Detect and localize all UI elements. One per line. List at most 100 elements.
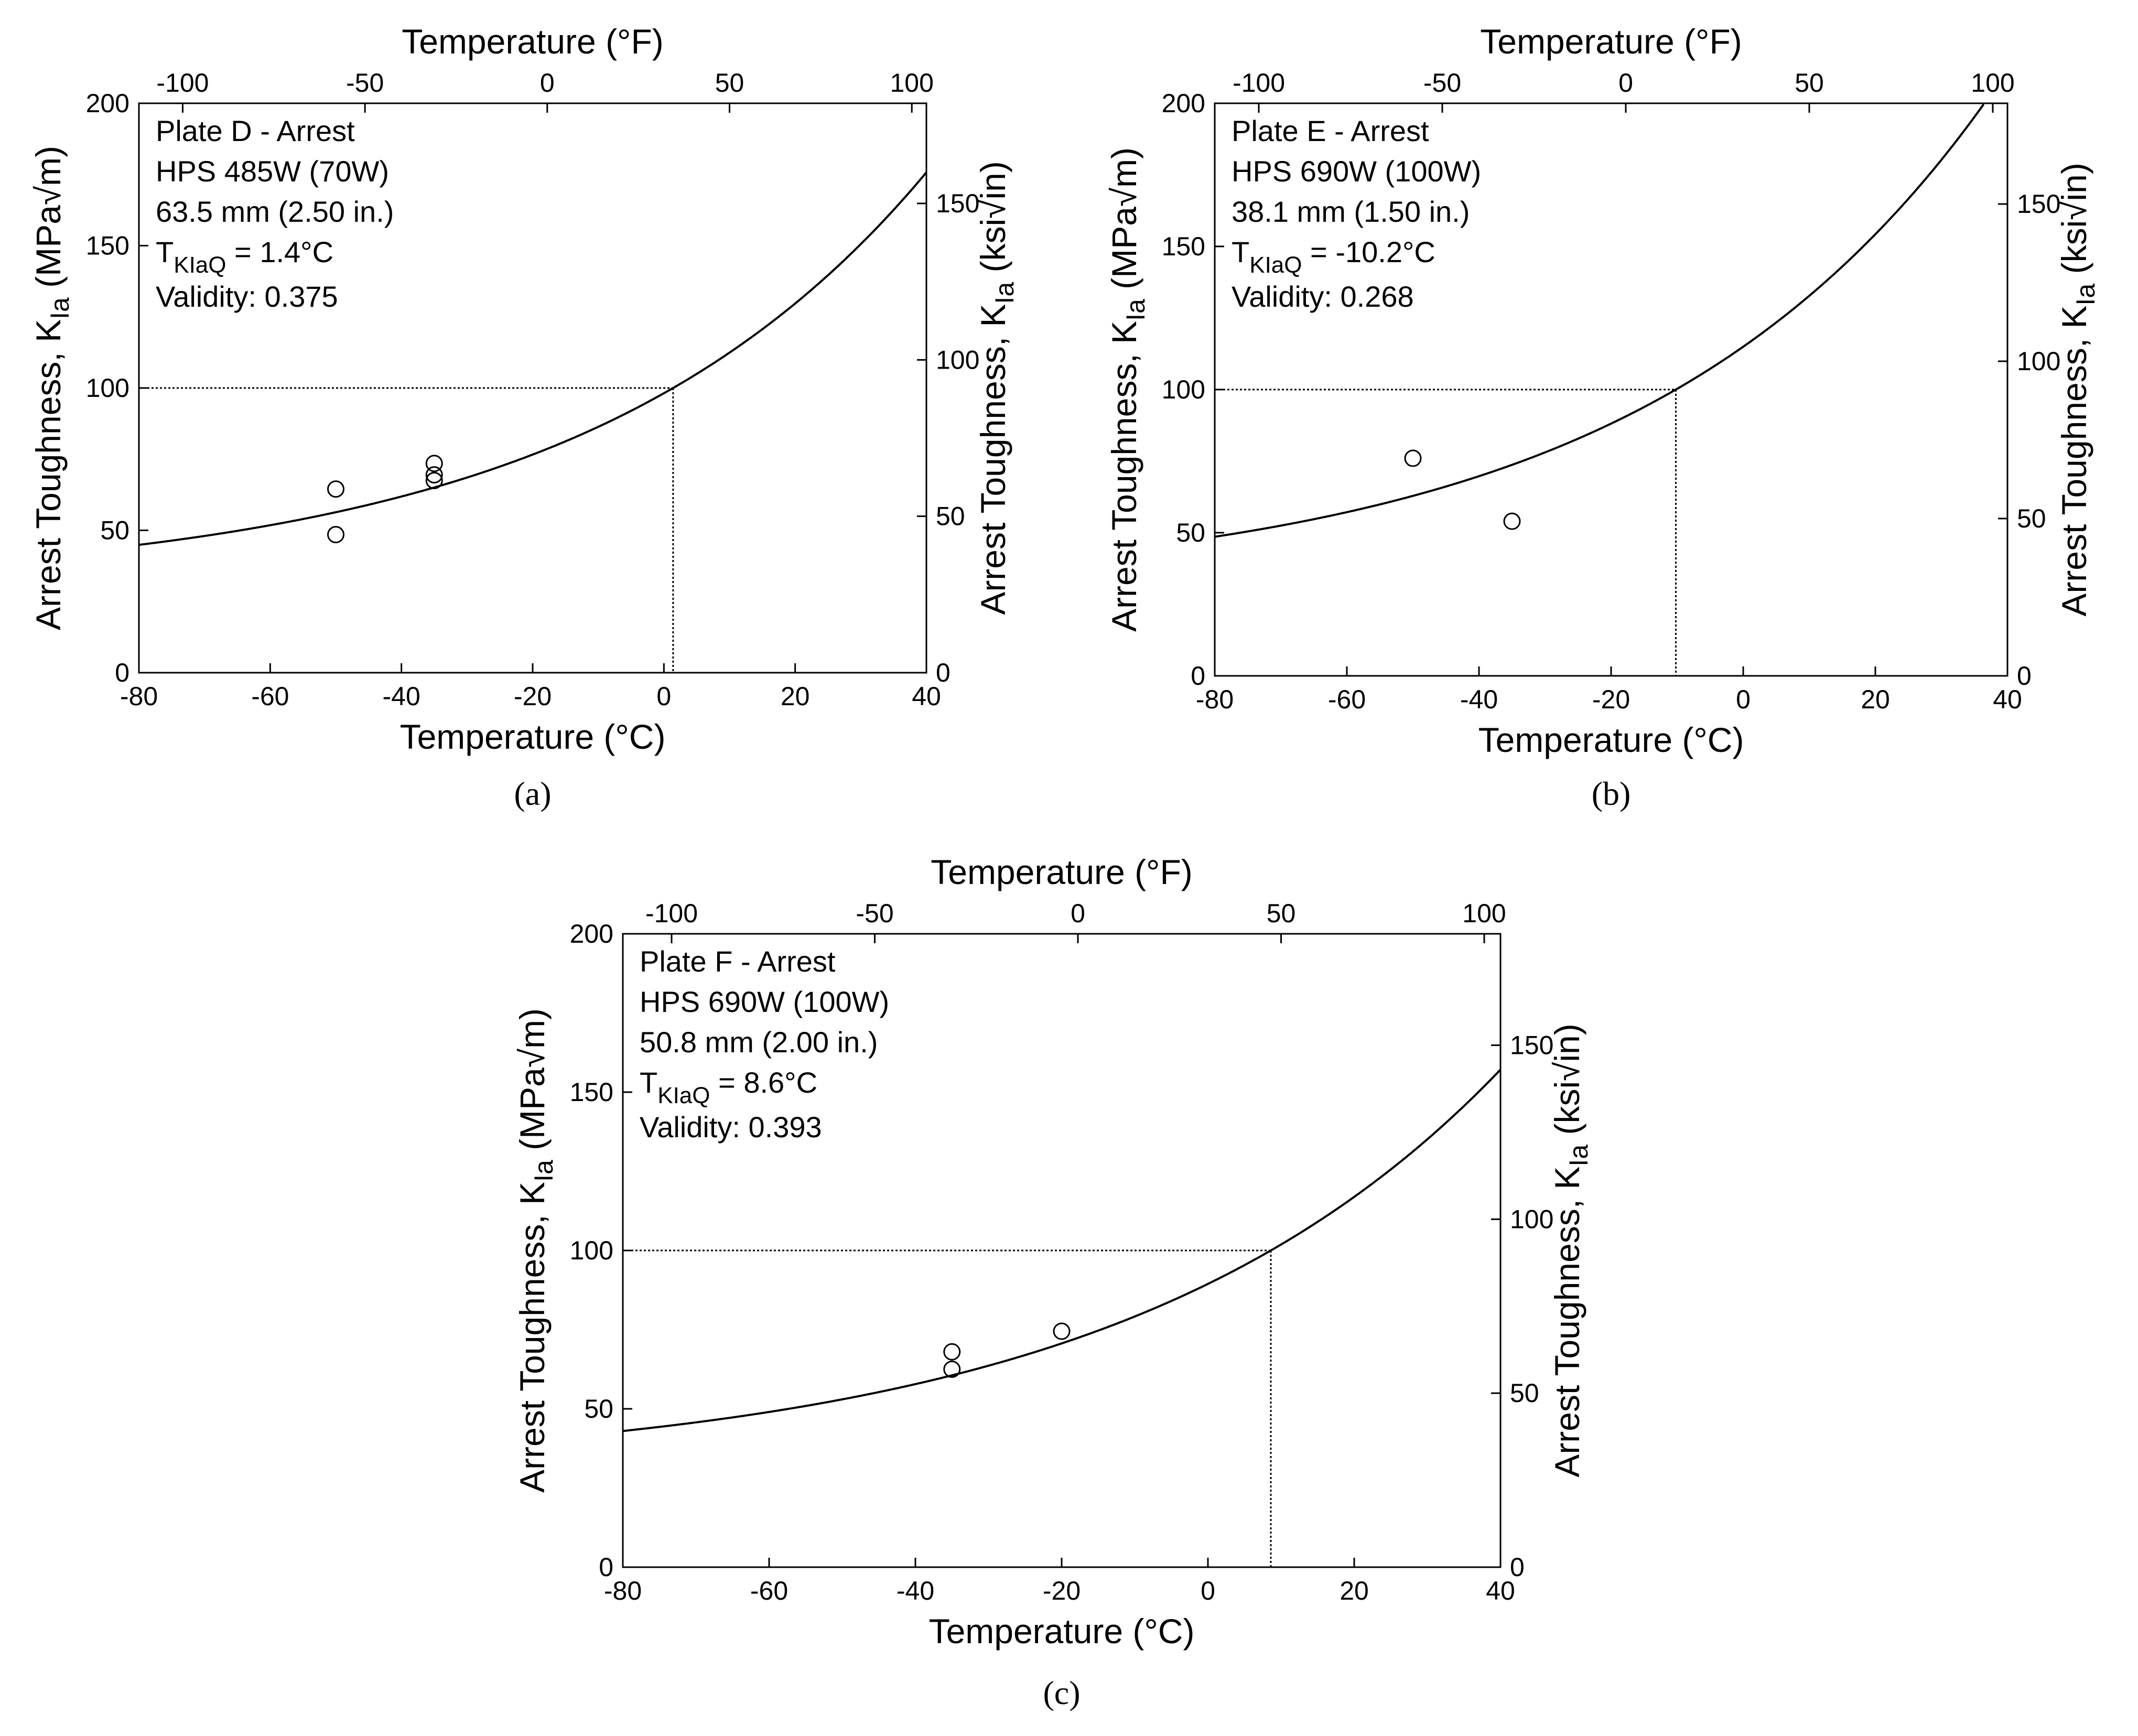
chart-panel-1: -80 -60 -40 -20 0 20 40 -100 -50 0 50 100 0 50 100 150 2… [29, 22, 1019, 812]
grade-label: HPS 690W (100W) [640, 985, 889, 1018]
data-point [327, 526, 344, 544]
data-point [943, 1343, 961, 1361]
x2-tick-label: 100 [1462, 899, 1506, 928]
y-axis-title: Arrest Toughness, KIa (MPa√m) [1105, 147, 1150, 632]
data-point [327, 480, 344, 498]
y2-tick-label: 100 [936, 345, 979, 374]
y-tick-label: 150 [1162, 232, 1205, 261]
x-tick-label: -20 [1043, 1576, 1081, 1605]
y-tick-label: 100 [86, 373, 129, 403]
x-tick-label: 20 [781, 682, 810, 711]
x-tick-label: 40 [1993, 685, 2022, 714]
y-tick-label: 200 [1162, 89, 1205, 118]
y-axis-title: Arrest Toughness, KIa (MPa√m) [29, 146, 74, 630]
y-tick-label: 150 [570, 1077, 613, 1107]
thickness-label: 50.8 mm (2.00 in.) [640, 1026, 878, 1059]
y-tick-label: 100 [1162, 375, 1205, 404]
y2-tick-label: 150 [936, 189, 979, 218]
y-tick-label: 100 [570, 1236, 613, 1265]
data-point [425, 471, 443, 489]
y2-tick-label: 100 [1510, 1204, 1553, 1234]
x-axis-title: Temperature (°C) [929, 1612, 1195, 1651]
x-tick-label: -80 [120, 682, 158, 711]
data-point [425, 466, 443, 484]
y2-tick-label: 100 [2017, 347, 2060, 376]
x2-axis-title: Temperature (°F) [402, 22, 664, 61]
x-tick-label: 40 [912, 682, 941, 711]
data-point [1404, 449, 1422, 467]
y-tick-label: 200 [86, 89, 129, 118]
plate-title: Plate F - Arrest [640, 945, 836, 978]
panel-label: (b) [1592, 775, 1631, 812]
x-tick-label: -40 [897, 1576, 934, 1605]
x2-tick-label: -100 [156, 68, 209, 98]
y2-tick-label: 0 [1510, 1552, 1525, 1582]
validity-label: Validity: 0.375 [156, 280, 338, 313]
y-tick-label: 150 [86, 231, 129, 261]
data-point [425, 455, 443, 472]
x-tick-label: -40 [383, 682, 420, 711]
x2-tick-label: 0 [1071, 899, 1085, 928]
x-tick-label: 0 [656, 682, 671, 711]
x2-tick-label: 0 [1618, 68, 1633, 98]
x-tick-label: -80 [604, 1576, 642, 1605]
y-tick-label: 200 [570, 919, 613, 948]
x-axis-title: Temperature (°C) [400, 717, 666, 756]
y-tick-label: 0 [115, 658, 129, 687]
panel-label: (a) [514, 775, 551, 812]
y2-axis-title: Arrest Toughness, KIa (ksi√in) [2055, 163, 2100, 616]
x-tick-label: -80 [1196, 685, 1234, 714]
thickness-label: 38.1 mm (1.50 in.) [1232, 195, 1470, 228]
y2-tick-label: 50 [936, 502, 965, 531]
y2-tick-label: 0 [936, 658, 951, 687]
x2-axis-title: Temperature (°F) [1480, 22, 1742, 61]
x-tick-label: -20 [514, 682, 552, 711]
chart-panel-2: -80 -60 -40 -20 0 20 40 -100 -50 0 50 100 0 50 100 150 2… [1105, 22, 2100, 812]
y2-axis-title: Arrest Toughness, KIa (ksi√in) [974, 161, 1019, 614]
y2-tick-label: 50 [1510, 1378, 1539, 1408]
y2-tick-label: 150 [2017, 189, 2060, 219]
y2-axis-title: Arrest Toughness, KIa (ksi√in) [1548, 1023, 1593, 1477]
y2-tick-label: 150 [1510, 1030, 1553, 1060]
master-curve [622, 1069, 1502, 1432]
x2-tick-label: 100 [1971, 68, 2014, 98]
y2-tick-label: 50 [2017, 504, 2046, 533]
grade-label: HPS 485W (70W) [156, 155, 389, 188]
x2-tick-label: 100 [890, 68, 933, 98]
tkiaq-label: TKIaQ = 8.6°C [640, 1066, 817, 1108]
thickness-label: 63.5 mm (2.50 in.) [156, 195, 394, 228]
y-tick-label: 50 [100, 516, 129, 545]
data-point [1053, 1322, 1071, 1340]
plate-title: Plate D - Arrest [156, 114, 355, 147]
data-point [1503, 512, 1521, 530]
x2-axis-title: Temperature (°F) [931, 853, 1193, 891]
y-tick-label: 50 [1176, 518, 1205, 547]
validity-label: Validity: 0.268 [1232, 280, 1414, 313]
grade-label: HPS 690W (100W) [1232, 155, 1481, 188]
y-tick-label: 0 [1191, 661, 1205, 691]
y-axis-title: Arrest Toughness, KIa (MPa√m) [513, 1008, 558, 1493]
data-point [943, 1361, 961, 1378]
y-tick-label: 0 [599, 1552, 613, 1582]
master-curve [1214, 103, 1985, 538]
plate-title: Plate E - Arrest [1232, 114, 1429, 147]
x-tick-label: 20 [1861, 685, 1890, 714]
x2-tick-label: -50 [856, 899, 893, 928]
chart-panel-3: -80 -60 -40 -20 0 20 40 -100 -50 0 50 100 0 50 100 150 2… [513, 853, 1593, 1711]
tkiaq-label: TKIaQ = -10.2°C [1232, 235, 1435, 278]
x2-tick-label: -100 [1233, 68, 1285, 98]
x-tick-label: 0 [1201, 1576, 1215, 1605]
x-tick-label: 20 [1340, 1576, 1369, 1605]
y-tick-label: 50 [584, 1394, 613, 1424]
x-tick-label: 40 [1486, 1576, 1515, 1605]
x-tick-label: -60 [251, 682, 289, 711]
master-curve [138, 171, 927, 546]
x2-tick-label: -100 [645, 899, 698, 928]
x2-tick-label: -50 [1423, 68, 1461, 98]
x-tick-label: -60 [1328, 685, 1366, 714]
x2-tick-label: 50 [1267, 899, 1296, 928]
x-tick-label: -40 [1460, 685, 1498, 714]
y2-tick-label: 0 [2017, 661, 2032, 691]
panel-label: (c) [1043, 1674, 1080, 1711]
